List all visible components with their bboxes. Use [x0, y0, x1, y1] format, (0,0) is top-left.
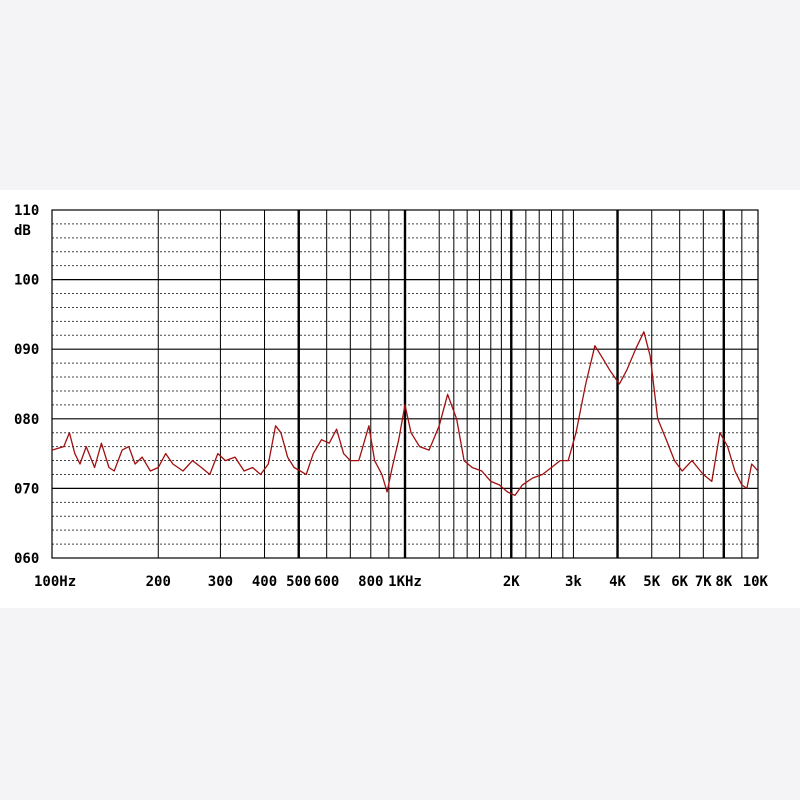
x-tick-label: 200 — [146, 574, 171, 590]
x-tick-label: 10K — [743, 574, 769, 590]
x-tick-label: 300 — [208, 574, 233, 590]
x-tick-label: 100Hz — [34, 574, 76, 590]
y-tick-label: 100 — [14, 273, 39, 289]
major-gridlines — [52, 210, 758, 558]
y-tick-label: 080 — [14, 412, 39, 428]
x-tick-label: 2K — [503, 574, 520, 590]
y-tick-label: 090 — [14, 342, 39, 358]
x-tick-label: 5K — [643, 574, 660, 590]
chart-panel — [0, 190, 800, 608]
series-layer — [51, 331, 759, 497]
x-tick-label: 800 — [358, 574, 383, 590]
x-tick-label: 400 — [252, 574, 277, 590]
y-tick-label: 110 — [14, 203, 39, 219]
plot-frame — [51, 209, 759, 559]
response-curve — [51, 331, 759, 497]
x-tick-label: 8K — [715, 574, 732, 590]
x-tick-label: 6K — [671, 574, 688, 590]
y-tick-label: 060 — [14, 551, 39, 567]
y-axis-unit-label: dB — [14, 223, 31, 239]
x-tick-label: 500 — [286, 574, 311, 590]
y-tick-label: 070 — [14, 481, 39, 497]
x-tick-label: 4K — [609, 574, 626, 590]
x-tick-label: 600 — [314, 574, 339, 590]
x-tick-label: 3k — [565, 574, 582, 590]
x-tick-label: 1KHz — [388, 574, 422, 590]
axis-labels: dB 110 100 090 080 070 060 100Hz 200 300 400 500 60… — [14, 203, 769, 590]
x-tick-label: 7K — [695, 574, 712, 590]
